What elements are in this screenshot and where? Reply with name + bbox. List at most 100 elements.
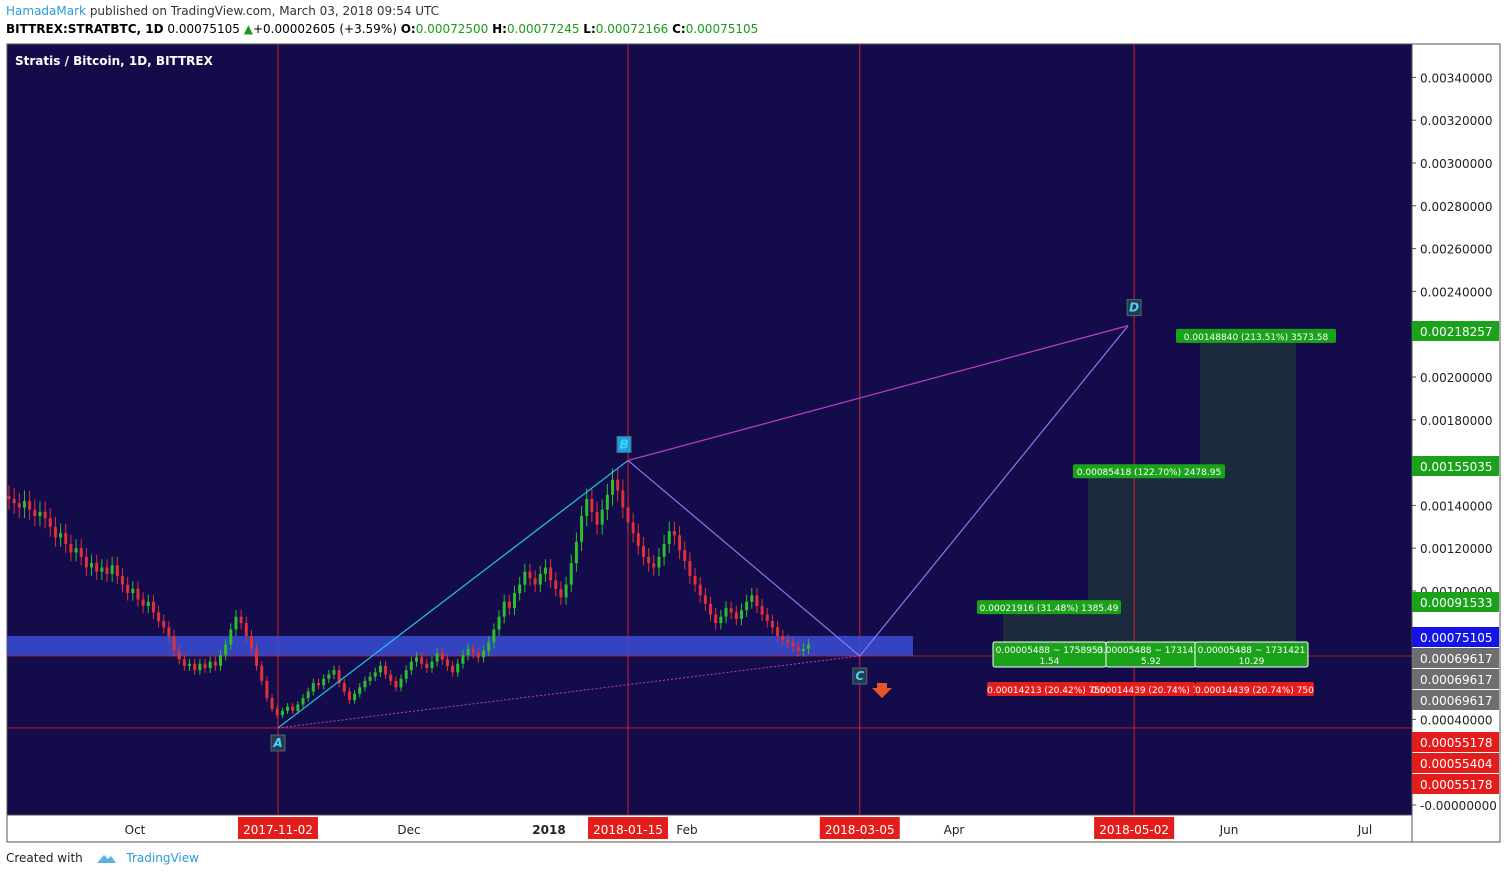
x-tick-label: Apr xyxy=(944,823,965,837)
x-tick-label: Oct xyxy=(125,823,146,837)
candle xyxy=(110,565,114,574)
candle xyxy=(399,678,403,688)
stop-label: 0.00014213 (20.42%) 750 xyxy=(987,686,1106,696)
candle xyxy=(301,698,305,705)
candle xyxy=(229,629,233,645)
price-tag: 0.00218257 xyxy=(1420,325,1493,339)
close-label: C: xyxy=(672,22,686,36)
candle xyxy=(631,522,635,534)
candle xyxy=(342,683,346,692)
symbol-name: BITTREX:STRATBTC, 1D xyxy=(6,22,164,36)
target-label: 0.00085418 (122.70%) 2478.95 xyxy=(1077,468,1221,478)
candle xyxy=(683,550,687,562)
price-tag: 0.00091533 xyxy=(1420,596,1493,610)
low-label: L: xyxy=(583,22,596,36)
author-link[interactable]: HamadaMark xyxy=(6,4,86,18)
pattern-leg-bd xyxy=(627,325,1129,462)
candle xyxy=(162,620,166,628)
candle xyxy=(600,509,604,525)
date-marker-box xyxy=(819,817,900,839)
pattern-leg-ab xyxy=(277,459,629,729)
candle xyxy=(513,593,517,609)
candle xyxy=(580,516,584,542)
tradingview-brand-link[interactable]: TradingView xyxy=(126,851,199,865)
candle xyxy=(322,678,326,686)
candle xyxy=(430,661,434,669)
candle xyxy=(120,576,124,585)
candle xyxy=(554,580,558,589)
stop-label-box xyxy=(1106,682,1195,696)
candle xyxy=(523,571,527,585)
y-tick-label: 0.00040000 xyxy=(1420,713,1493,727)
price-tag-box xyxy=(1412,774,1499,794)
target-label: 0.00148840 (213.51%) 3573.58 xyxy=(1184,333,1329,343)
candle xyxy=(750,595,754,602)
target-label: 0.00021916 (31.48%) 1385.49 xyxy=(980,604,1119,614)
candle xyxy=(43,511,47,519)
candle xyxy=(755,595,759,606)
candle xyxy=(22,501,26,508)
price-tag: 0.00055404 xyxy=(1420,757,1493,771)
candle xyxy=(559,588,563,598)
price-tag-box xyxy=(1412,690,1499,710)
target-zone-2 xyxy=(1088,473,1296,610)
candle xyxy=(678,535,682,551)
price-change: +0.00002605 (+3.59%) xyxy=(252,22,397,36)
high-value: 0.00077245 xyxy=(506,22,580,36)
candle xyxy=(358,687,362,694)
candle xyxy=(626,507,630,523)
entry-label-box xyxy=(1194,641,1309,668)
change-arrow-icon: ▲ xyxy=(243,22,253,36)
candle xyxy=(48,518,52,527)
publish-info: HamadaMark published on TradingView.com,… xyxy=(6,4,439,18)
candle xyxy=(115,565,119,577)
candle xyxy=(456,663,460,673)
candle xyxy=(719,616,723,624)
entry-label-line2: 5.92 xyxy=(1141,657,1161,667)
pattern-point-a-box xyxy=(270,734,286,752)
price-tag: 0.00155035 xyxy=(1420,460,1493,474)
candle xyxy=(146,601,150,606)
y-tick-label: 0.00320000 xyxy=(1420,114,1493,128)
candle xyxy=(316,683,320,686)
candle xyxy=(74,548,78,553)
candle xyxy=(451,665,455,673)
entry-label-line1: 0.00005488 ~ 1731421 xyxy=(1097,646,1205,656)
candle xyxy=(616,479,620,491)
date-marker: 2018-03-05 xyxy=(825,823,895,837)
price-tag-box xyxy=(1412,648,1499,668)
candle xyxy=(384,665,388,675)
candle xyxy=(172,635,176,651)
ohlc-legend: BITTREX:STRATBTC, 1D 0.00075105 ▲+0.0000… xyxy=(6,22,758,36)
y-tick-label: 0.00300000 xyxy=(1420,157,1493,171)
candle xyxy=(100,567,104,572)
candle xyxy=(38,511,42,517)
date-marker-box xyxy=(588,817,669,839)
y-tick-label: 0.00280000 xyxy=(1420,200,1493,214)
candle xyxy=(208,661,212,669)
candle xyxy=(739,610,743,619)
candle xyxy=(69,543,73,553)
candle xyxy=(482,650,486,658)
candle xyxy=(193,663,197,671)
candle xyxy=(198,663,202,671)
candle xyxy=(157,612,161,621)
candle xyxy=(574,541,578,564)
candle xyxy=(667,531,671,544)
candle xyxy=(280,710,284,716)
y-tick-label: 0.00140000 xyxy=(1420,499,1493,513)
candle xyxy=(337,670,341,684)
candle xyxy=(182,659,186,666)
candle xyxy=(275,708,279,716)
y-tick-label: -0.00000000 xyxy=(1420,799,1497,813)
open-label: O: xyxy=(400,22,416,36)
price-tag-box xyxy=(1412,669,1499,689)
candle xyxy=(507,601,511,609)
candle xyxy=(688,561,692,577)
pattern-point-b: B xyxy=(619,437,628,451)
candle xyxy=(528,571,532,579)
date-marker-box xyxy=(1094,817,1175,839)
candle xyxy=(693,576,697,585)
candle xyxy=(95,563,99,572)
